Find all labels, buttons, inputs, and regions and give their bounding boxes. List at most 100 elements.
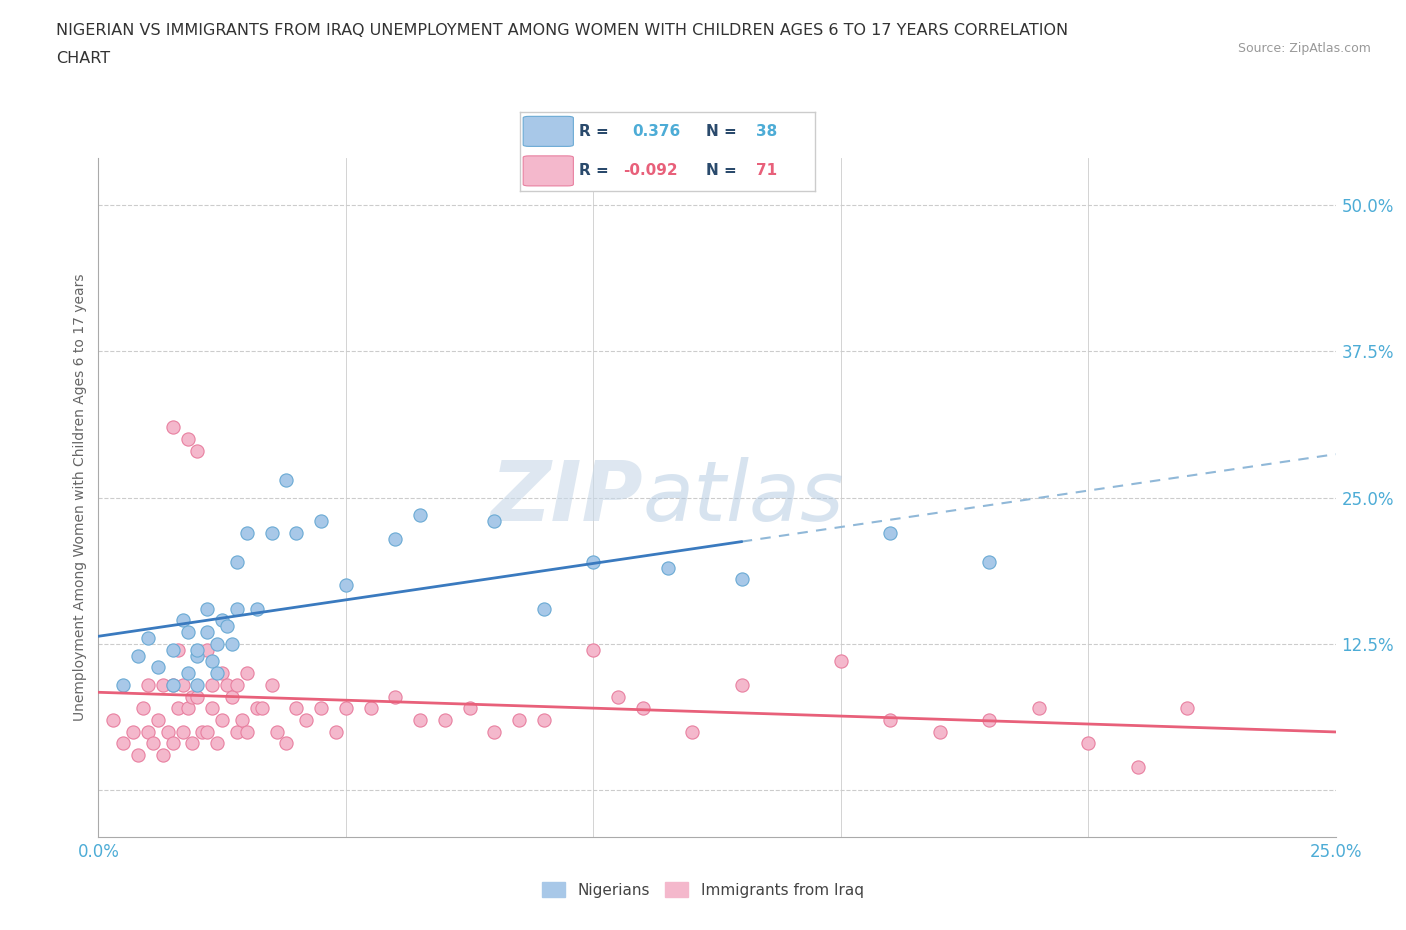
Point [162, 643, 184, 658]
Point [172, 677, 194, 692]
Point [236, 666, 259, 681]
Text: -0.092: -0.092 [623, 164, 678, 179]
Point [1077, 736, 1099, 751]
Y-axis label: Unemployment Among Women with Children Ages 6 to 17 years: Unemployment Among Women with Children A… [73, 273, 87, 722]
Point [1028, 701, 1050, 716]
Text: 0.376: 0.376 [633, 124, 681, 139]
Point [132, 701, 155, 716]
Point [508, 712, 530, 727]
Text: 71: 71 [756, 164, 778, 179]
Point [186, 444, 208, 458]
Point [246, 602, 269, 617]
Point [152, 748, 174, 763]
Point [533, 602, 555, 617]
Point [226, 677, 249, 692]
Point [136, 724, 159, 739]
Text: R =: R = [579, 164, 609, 179]
Point [631, 701, 654, 716]
Point [162, 736, 184, 751]
Point [146, 660, 169, 675]
Point [533, 712, 555, 727]
Point [246, 701, 269, 716]
Point [384, 689, 406, 704]
Point [112, 736, 135, 751]
Point [681, 724, 703, 739]
Point [201, 701, 224, 716]
Point [211, 666, 233, 681]
Point [582, 643, 605, 658]
FancyBboxPatch shape [523, 156, 574, 186]
Point [276, 736, 298, 751]
Point [231, 712, 253, 727]
Point [221, 636, 243, 651]
Point [582, 554, 605, 569]
Point [112, 677, 135, 692]
FancyBboxPatch shape [523, 116, 574, 146]
Point [236, 525, 259, 540]
Point [325, 724, 347, 739]
Point [309, 701, 332, 716]
Point [1175, 701, 1198, 716]
Point [191, 724, 214, 739]
Point [211, 712, 233, 727]
Point [295, 712, 318, 727]
Point [731, 572, 754, 587]
Point [195, 643, 218, 658]
Point [335, 578, 357, 592]
Point [260, 677, 283, 692]
Point [226, 724, 249, 739]
Point [250, 701, 273, 716]
Point [879, 712, 901, 727]
Point [136, 677, 159, 692]
Point [172, 724, 194, 739]
Point [195, 724, 218, 739]
Point [309, 513, 332, 528]
Point [1126, 759, 1149, 774]
Point [201, 654, 224, 669]
Point [484, 724, 506, 739]
Point [205, 666, 228, 681]
Point [484, 513, 506, 528]
Point [335, 701, 357, 716]
Point [607, 689, 630, 704]
Point [181, 736, 204, 751]
Point [172, 613, 194, 628]
Point [731, 677, 754, 692]
Point [979, 554, 1001, 569]
Point [195, 602, 218, 617]
Point [217, 618, 239, 633]
Point [201, 677, 224, 692]
Point [226, 602, 249, 617]
Point [830, 654, 852, 669]
Point [186, 677, 208, 692]
Text: atlas: atlas [643, 457, 845, 538]
Point [409, 508, 432, 523]
Point [127, 648, 149, 663]
Point [226, 554, 249, 569]
Text: ZIP: ZIP [491, 457, 643, 538]
Point [195, 625, 218, 640]
Text: N =: N = [706, 124, 737, 139]
Text: R =: R = [579, 124, 609, 139]
Point [217, 677, 239, 692]
Point [176, 432, 198, 446]
Text: 38: 38 [756, 124, 778, 139]
Point [166, 701, 188, 716]
Point [162, 677, 184, 692]
Point [186, 648, 208, 663]
Point [979, 712, 1001, 727]
Point [276, 472, 298, 487]
Text: NIGERIAN VS IMMIGRANTS FROM IRAQ UNEMPLOYMENT AMONG WOMEN WITH CHILDREN AGES 6 T: NIGERIAN VS IMMIGRANTS FROM IRAQ UNEMPLO… [56, 23, 1069, 38]
Point [136, 631, 159, 645]
Text: N =: N = [706, 164, 737, 179]
Point [266, 724, 288, 739]
Point [122, 724, 145, 739]
Point [176, 701, 198, 716]
Text: CHART: CHART [56, 51, 110, 66]
Point [205, 736, 228, 751]
Point [162, 419, 184, 434]
Point [127, 748, 149, 763]
Point [236, 724, 259, 739]
Point [260, 525, 283, 540]
Point [176, 625, 198, 640]
